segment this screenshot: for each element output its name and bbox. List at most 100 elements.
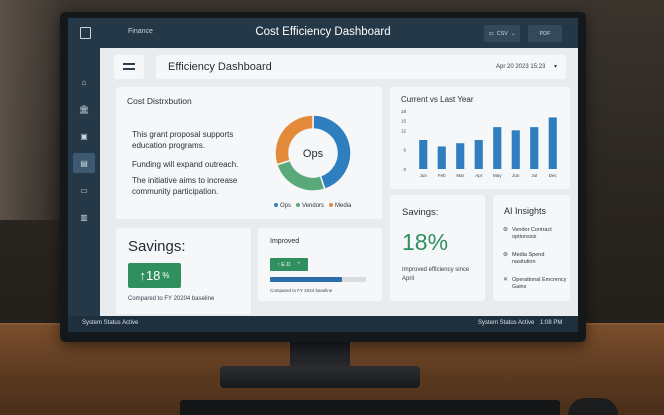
hamburger-line	[123, 68, 135, 70]
savings-badge: ↑18%	[128, 263, 181, 288]
home-icon: ⌂	[81, 77, 87, 87]
x-tick-label: Jul	[531, 173, 537, 178]
chevron-up-icon: ⌃	[296, 261, 302, 268]
sidebar-item-chart[interactable]: ▥	[73, 207, 95, 227]
chart-title: Current vs Last Year	[401, 95, 474, 104]
savings-card: Savings: ↑18% Compared to FY 20204 basel…	[116, 228, 251, 314]
title-bar: Finance Cost Efficiency Dashboard ▭ CSV …	[68, 18, 578, 48]
progress-fill	[270, 277, 342, 282]
description-line: This grant proposal supports	[132, 130, 234, 139]
bar-may	[493, 127, 502, 169]
improved-card: Improved ↑ E.D ⌃ Compared to FY 2024 bas…	[258, 228, 382, 301]
menu-toggle-button[interactable]	[114, 55, 144, 79]
current-vs-last-year-card: Current vs Last Year 0 6 12 15 18 Jun Feb Mar Ap…	[390, 87, 570, 189]
insight-item[interactable]: ✕ Operational Emcrency Gains	[503, 277, 567, 291]
savings-title: Savings:	[128, 238, 186, 255]
y-tick-label: 0	[403, 167, 406, 172]
dashboard-title: Cost Efficiency Dashboard	[255, 26, 391, 38]
description-line: Funding will expand outreach.	[132, 160, 239, 169]
legend-vendors: Vendors	[296, 203, 324, 209]
sidebar-item-home[interactable]: ⌂	[73, 72, 95, 92]
y-tick-label: 12	[401, 128, 407, 133]
pill-label: ↑ E.D	[276, 261, 291, 268]
legend-media: Media	[329, 203, 351, 209]
improved-note: Compared to FY 2024 baseline	[270, 288, 333, 293]
x-tick-label: May	[493, 173, 502, 178]
chart-icon: ▥	[80, 212, 88, 222]
status-time: 1:08 PM	[540, 320, 563, 326]
donut-center-label: Ops	[303, 148, 324, 160]
sidebar-item-briefcase[interactable]: ▣	[73, 126, 95, 146]
ai-insights-title: AI Insights	[504, 206, 547, 216]
description-line: community participation.	[132, 187, 219, 196]
improved-pill[interactable]: ↑ E.D ⌃	[270, 258, 308, 271]
insight-text: Vendor Contract optionssiz	[512, 227, 552, 240]
savings-note: Compared to FY 20204 baseline	[128, 296, 215, 302]
bar-jun	[419, 140, 428, 169]
x-tick-label: Jun	[420, 173, 428, 178]
cost-distribution-card: Cost Distrxbution This grant proposal su…	[116, 87, 382, 219]
description-line: The initiative aims to increase	[132, 176, 238, 185]
x-tick-label: Dec	[549, 173, 558, 178]
bar-jun	[511, 130, 520, 169]
savings-value: ↑18	[139, 268, 161, 283]
hamburger-icon	[123, 63, 135, 65]
status-right: System Status Active	[478, 320, 535, 326]
insight-item[interactable]: ⊛ Vendor Contract optionssiz	[503, 227, 567, 241]
date-selector[interactable]: Apr 20 2023 15:23	[496, 64, 546, 70]
monitor-stand-base	[220, 366, 420, 388]
bar-apr	[474, 140, 483, 169]
csv-file-icon: ▭	[488, 30, 494, 37]
bar-mar	[456, 143, 465, 169]
donut-legend: Ops Vendors Media	[274, 203, 351, 209]
sidebar-item-document[interactable]: ▤	[73, 153, 95, 173]
y-tick-label: 15	[401, 119, 407, 124]
document-icon: ▤	[80, 158, 88, 168]
bar-jul	[530, 127, 539, 169]
y-tick-label: 6	[403, 148, 406, 153]
sidebar-item-card[interactable]: ▭	[73, 180, 95, 200]
status-bar: System Status Active System Status Activ…	[68, 316, 578, 332]
app-label: Finance	[128, 28, 153, 35]
target-icon: ⊛	[503, 252, 509, 258]
improved-title: Improved	[270, 238, 300, 245]
insight-text: Media Spend nasitution	[512, 252, 545, 265]
x-tick-label: Apr	[475, 173, 483, 178]
description-line: education programs.	[132, 141, 205, 150]
bar-dec	[548, 117, 557, 169]
status-left: System Status Active	[82, 320, 139, 326]
chevron-down-icon: ⌄	[510, 30, 516, 37]
monitor-screen: Finance Cost Efficiency Dashboard ▭ CSV …	[68, 18, 578, 332]
chevron-down-icon[interactable]: ▾	[554, 64, 558, 70]
x-icon: ✕	[503, 277, 509, 283]
donut-chart: Ops	[274, 114, 352, 192]
savings-unit: %	[162, 271, 170, 280]
ai-insights-card: AI Insights ⊛ Vendor Contract optionssiz…	[493, 195, 570, 301]
cost-distribution-title: Cost Distrxbution	[127, 96, 192, 106]
app-icon	[80, 27, 91, 39]
header-card: Efficiency Dashboard Apr 20 2023 15:23 ▾	[156, 55, 566, 79]
legend-ops: Ops	[274, 203, 291, 209]
bar-chart: 0 6 12 15 18 Jun Feb Mar Apr May Jun Jul Dec	[401, 109, 558, 178]
card-icon: ▭	[80, 185, 88, 195]
x-tick-label: Jun	[512, 173, 520, 178]
page-title: Efficiency Dashboard	[168, 61, 272, 73]
target-icon: ⊛	[503, 227, 509, 233]
keyboard	[180, 400, 560, 415]
bar-feb	[437, 146, 446, 169]
briefcase-icon: ▣	[80, 131, 88, 141]
export-pdf-button[interactable]: PDF	[528, 25, 562, 42]
pdf-label: PDF	[539, 30, 551, 37]
csv-label: CSV	[496, 30, 508, 37]
insight-item[interactable]: ⊛ Media Spend nasitution	[503, 252, 567, 266]
savings-summary-note: Improved efficiency since April	[402, 267, 470, 282]
bank-icon: 🏛	[78, 104, 90, 114]
donut-slice-media	[274, 114, 314, 166]
x-tick-label: Feb	[438, 173, 446, 178]
progress-track	[270, 277, 366, 282]
savings-summary-value: 18%	[402, 229, 449, 255]
window-light	[0, 0, 70, 220]
sidebar-item-bank[interactable]: 🏛	[73, 99, 95, 119]
mouse	[568, 398, 618, 415]
export-csv-button[interactable]: ▭ CSV ⌄	[484, 25, 520, 42]
